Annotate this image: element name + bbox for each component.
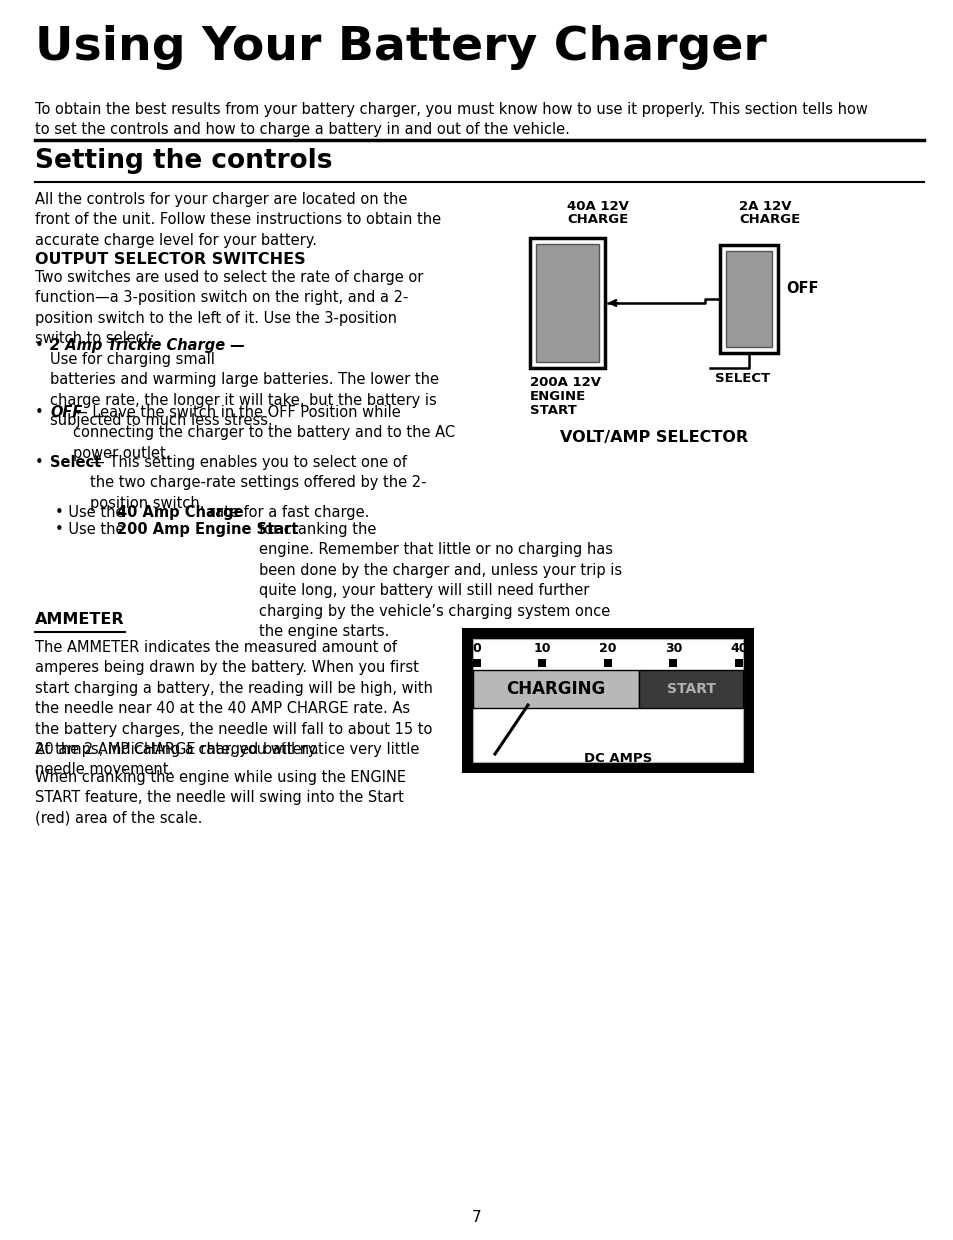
Bar — [473, 658, 480, 667]
Text: Select: Select — [50, 455, 101, 470]
Text: rate for a fast charge.: rate for a fast charge. — [209, 505, 369, 520]
Text: The AMMETER indicates the measured amount of
amperes being drawn by the battery.: The AMMETER indicates the measured amoun… — [35, 640, 433, 756]
Text: 10: 10 — [533, 642, 551, 655]
Text: DC AMPS: DC AMPS — [583, 751, 652, 765]
Text: • Use the: • Use the — [55, 522, 125, 537]
Text: AMMETER: AMMETER — [35, 613, 125, 627]
Text: CHARGE: CHARGE — [567, 213, 628, 226]
Text: 2 Amp Trickle Charge —: 2 Amp Trickle Charge — — [50, 339, 245, 353]
Bar — [536, 244, 598, 362]
Bar — [537, 658, 546, 667]
Text: OUTPUT SELECTOR SWITCHES: OUTPUT SELECTOR SWITCHES — [35, 252, 305, 267]
Bar — [530, 238, 604, 368]
Text: •: • — [35, 405, 44, 420]
Text: •: • — [35, 339, 44, 353]
Bar — [734, 658, 742, 667]
Text: — Leave the switch in the OFF Position while
connecting the charger to the batte: — Leave the switch in the OFF Position w… — [73, 405, 455, 461]
Text: VOLT/AMP SELECTOR: VOLT/AMP SELECTOR — [559, 430, 747, 445]
Text: 0: 0 — [472, 642, 481, 655]
Bar — [473, 639, 742, 763]
Bar — [639, 670, 742, 708]
Text: 20: 20 — [598, 642, 616, 655]
Text: OFF: OFF — [785, 280, 818, 295]
Bar — [720, 246, 778, 353]
Bar — [669, 658, 677, 667]
Text: 2A 12V: 2A 12V — [739, 200, 791, 213]
Text: CHARGE: CHARGE — [739, 213, 800, 226]
Text: When cranking the engine while using the ENGINE
START feature, the needle will s: When cranking the engine while using the… — [35, 770, 406, 826]
Text: Two switches are used to select the rate of charge or
function—a 3-position swit: Two switches are used to select the rate… — [35, 270, 423, 346]
Text: START: START — [666, 682, 715, 696]
Text: • Use the: • Use the — [55, 505, 125, 520]
Text: To obtain the best results from your battery charger, you must know how to use i: To obtain the best results from your bat… — [35, 102, 867, 138]
Text: All the controls for your charger are located on the
front of the unit. Follow t: All the controls for your charger are lo… — [35, 192, 440, 248]
Text: SELECT: SELECT — [714, 372, 769, 384]
Text: •: • — [35, 455, 44, 470]
Bar — [461, 627, 753, 773]
Text: 200A 12V: 200A 12V — [530, 376, 600, 389]
Text: — This setting enables you to select one of
the two charge-rate settings offered: — This setting enables you to select one… — [90, 455, 426, 511]
Text: At the 2 AMP CHARGE rate, you will notice very little
needle movement.: At the 2 AMP CHARGE rate, you will notic… — [35, 742, 419, 777]
Text: ENGINE: ENGINE — [530, 391, 586, 403]
Text: Using Your Battery Charger: Using Your Battery Charger — [35, 25, 766, 69]
Text: 200 Amp Engine Start: 200 Amp Engine Start — [117, 522, 298, 537]
Bar — [725, 250, 771, 347]
Bar — [473, 670, 639, 708]
Text: 40A 12V: 40A 12V — [567, 200, 629, 213]
Text: Setting the controls: Setting the controls — [35, 148, 333, 174]
Text: OFF: OFF — [50, 405, 82, 420]
Text: for cranking the
engine. Remember that little or no charging has
been done by th: for cranking the engine. Remember that l… — [258, 522, 621, 639]
Text: CHARGING: CHARGING — [506, 680, 605, 698]
Text: 30: 30 — [664, 642, 681, 655]
Text: 40 Amp Charge: 40 Amp Charge — [117, 505, 243, 520]
Text: START: START — [530, 404, 577, 417]
Bar — [473, 639, 742, 763]
Text: 7: 7 — [472, 1210, 481, 1225]
Text: 40: 40 — [729, 642, 747, 655]
Text: Use for charging small
batteries and warming large batteries. The lower the
char: Use for charging small batteries and war… — [50, 352, 438, 428]
Bar — [603, 658, 612, 667]
